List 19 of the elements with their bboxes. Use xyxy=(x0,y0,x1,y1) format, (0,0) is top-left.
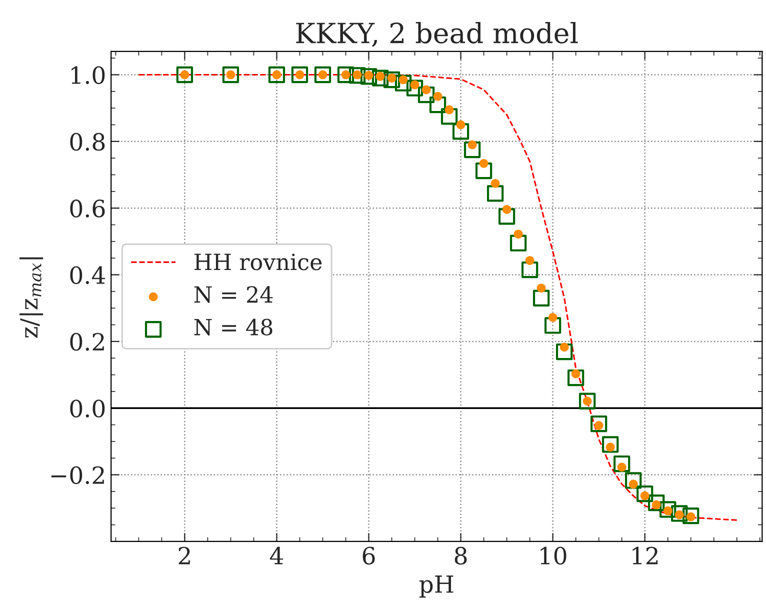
y-tick-label: 0.0 xyxy=(70,400,105,418)
x-axis-title: pH xyxy=(419,575,454,598)
y-tick-label: 0.2 xyxy=(70,332,104,351)
y-tick-label: 0.6 xyxy=(70,200,105,218)
y-axis-title: z/|z$_{max}$| xyxy=(19,257,44,338)
y-tick-label: 0.8 xyxy=(70,132,105,151)
x-tick-label: 12 xyxy=(632,546,658,564)
legend-label: N = 48 xyxy=(194,318,272,336)
x-tick-label: 8 xyxy=(454,546,467,565)
x-tick-label: 10 xyxy=(540,546,566,565)
legend-label: HH rovnice xyxy=(194,254,322,270)
legend-label: N = 24 xyxy=(194,286,273,303)
x-tick-label: 2 xyxy=(178,546,190,564)
x-tick-label: 4 xyxy=(270,546,284,564)
x-tick-label: 6 xyxy=(362,546,375,565)
y-tick-label: −0.2 xyxy=(51,466,104,484)
chart-title: KKKY, 2 bead model xyxy=(296,22,578,47)
y-tick-label: 1.0 xyxy=(72,66,105,84)
y-tick-label: 0.4 xyxy=(70,266,106,284)
